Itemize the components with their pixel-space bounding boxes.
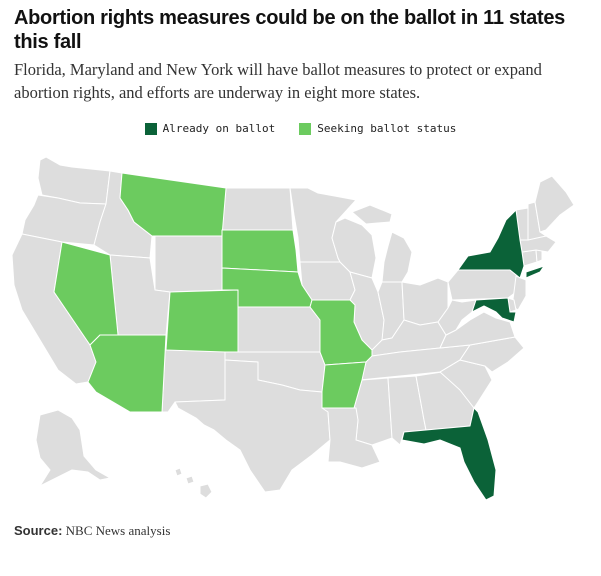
legend-swatch-seeking bbox=[299, 122, 312, 135]
state-new-york bbox=[457, 209, 545, 279]
state-connecticut bbox=[521, 249, 538, 267]
state-maine bbox=[534, 175, 575, 233]
state-new-jersey bbox=[511, 275, 527, 311]
state-alaska bbox=[35, 409, 111, 487]
state-south-dakota bbox=[221, 229, 299, 273]
state-hawaii bbox=[174, 467, 213, 499]
legend-label-seeking: Seeking ballot status bbox=[317, 122, 457, 135]
state-kansas bbox=[237, 306, 321, 353]
state-maryland bbox=[471, 297, 517, 323]
legend-swatch-already bbox=[144, 122, 157, 135]
chart-subtitle: Florida, Maryland and New York will have… bbox=[14, 60, 542, 102]
us-states-map bbox=[11, 156, 575, 501]
chart-title: Abortion rights measures could be on the… bbox=[14, 7, 565, 53]
legend: Already on ballot Seeking ballot status bbox=[0, 122, 601, 135]
state-arkansas bbox=[321, 361, 367, 409]
state-colorado bbox=[165, 289, 239, 353]
state-montana bbox=[119, 172, 227, 237]
legend-item-already: Already on ballot bbox=[144, 122, 276, 135]
state-north-carolina bbox=[439, 336, 525, 373]
state-rhode-island bbox=[535, 249, 543, 263]
source-text: NBC News analysis bbox=[65, 523, 171, 538]
state-florida bbox=[401, 407, 497, 501]
state-new-hampshire bbox=[527, 201, 547, 241]
state-north-dakota bbox=[221, 187, 294, 231]
legend-label-already: Already on ballot bbox=[162, 122, 276, 135]
state-arizona bbox=[87, 334, 167, 413]
state-wyoming bbox=[154, 232, 226, 293]
state-pennsylvania bbox=[447, 269, 521, 301]
source-note: Source: NBC News analysis bbox=[14, 523, 170, 539]
state-missouri bbox=[309, 299, 373, 366]
source-label: Source: bbox=[14, 523, 63, 538]
state-louisiana bbox=[321, 407, 381, 469]
state-texas bbox=[174, 359, 331, 493]
legend-item-seeking: Seeking ballot status bbox=[299, 122, 456, 135]
